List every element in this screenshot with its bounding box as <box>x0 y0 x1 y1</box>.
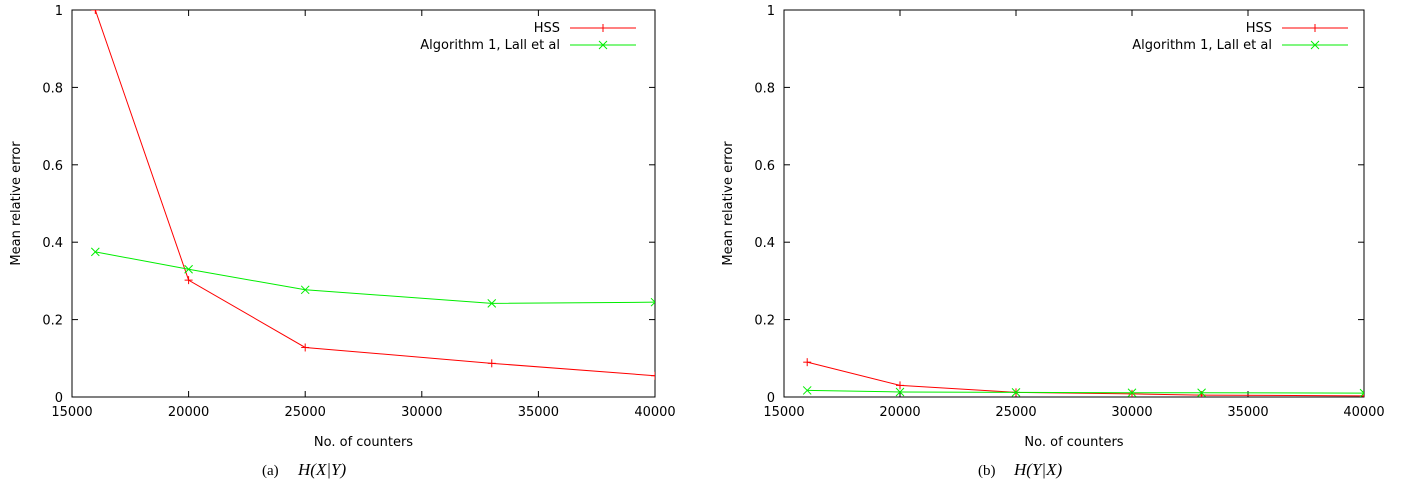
series-polyline <box>94 10 655 377</box>
data-point <box>896 381 904 390</box>
legend-label: Algorithm 1, Lall et al <box>420 38 560 53</box>
x-tick-label: 25000 <box>995 405 1036 420</box>
caption-math: H(Y|X) <box>1013 460 1062 479</box>
data-point <box>301 343 310 352</box>
series-hss-line <box>91 10 655 380</box>
x-tick-label: 35000 <box>1227 405 1268 420</box>
data-point <box>91 10 100 14</box>
y-tick-label: 0.8 <box>42 81 63 96</box>
data-point <box>895 387 905 397</box>
data-point <box>650 297 655 307</box>
x-tick-label: 15000 <box>51 405 92 420</box>
legend-marker <box>1310 40 1320 50</box>
x-tick-label: 35000 <box>518 405 559 420</box>
legend-marker <box>599 24 607 32</box>
data-point <box>1127 388 1137 397</box>
plot-frame <box>783 9 1365 398</box>
y-tick-label: 0.6 <box>42 159 63 174</box>
y-axis-label: Mean relative error <box>9 141 24 266</box>
x-tick-label: 40000 <box>634 405 675 420</box>
data-point <box>1359 388 1364 397</box>
x-axis-label: No. of counters <box>314 435 413 450</box>
x-tick-label: 40000 <box>1343 405 1384 420</box>
chart-h-x-given-y: 15000 20000 25000 30000 35000 40000 0 0.2 0.4 0.6… <box>9 4 676 479</box>
y-tick-label: 0.2 <box>754 314 775 329</box>
series-hss-line <box>803 358 1364 397</box>
series-algorithm1-line <box>802 386 1364 397</box>
y-tick-label: 1 <box>767 4 775 19</box>
x-axis-label: No. of counters <box>1024 435 1123 450</box>
series-polyline <box>807 389 1364 394</box>
y-tick-label: 0 <box>767 391 775 406</box>
data-point <box>1011 388 1021 397</box>
data-point <box>90 247 100 257</box>
data-point <box>1197 388 1206 397</box>
legend-label: Algorithm 1, Lall et al <box>1132 38 1272 53</box>
y-tick-label: 0.6 <box>754 159 775 174</box>
legend-marker <box>598 40 608 50</box>
data-point <box>184 264 193 274</box>
y-tick-label: 0.4 <box>42 236 63 251</box>
data-point <box>487 298 497 308</box>
caption-prefix: (b) <box>978 463 996 479</box>
x-tick-label: 20000 <box>879 405 920 420</box>
x-tick-label: 20000 <box>168 405 209 420</box>
legend-label: HSS <box>534 21 560 36</box>
data-point <box>300 285 310 295</box>
y-axis-label: Mean relative error <box>721 141 736 266</box>
y-tick-label: 1 <box>55 4 63 19</box>
data-point <box>802 386 812 395</box>
plot-frame <box>71 9 656 398</box>
data-point <box>487 359 496 368</box>
x-tick-label: 30000 <box>1111 405 1152 420</box>
y-tick-label: 0 <box>55 391 63 406</box>
series-polyline <box>95 251 655 304</box>
y-tick-label: 0.8 <box>754 81 775 96</box>
caption-math: H(X|Y) <box>297 460 346 479</box>
caption-prefix: (a) <box>262 463 279 479</box>
data-point <box>803 358 812 367</box>
y-tick-label: 0.2 <box>42 314 63 329</box>
x-tick-label: 15000 <box>763 405 804 420</box>
data-point <box>1128 389 1136 397</box>
data-point <box>184 276 193 285</box>
legend-label: HSS <box>1246 21 1272 36</box>
chart-h-y-given-x: 15000 20000 25000 30000 35000 40000 0 0.2 0.4 0.6… <box>721 4 1385 479</box>
y-tick-label: 0.4 <box>754 236 775 251</box>
series-polyline <box>807 361 1364 397</box>
legend-marker <box>1311 24 1319 32</box>
x-tick-label: 25000 <box>285 405 326 420</box>
data-point <box>651 371 655 380</box>
series-algorithm1-line <box>90 247 655 308</box>
x-tick-label: 30000 <box>401 405 442 420</box>
